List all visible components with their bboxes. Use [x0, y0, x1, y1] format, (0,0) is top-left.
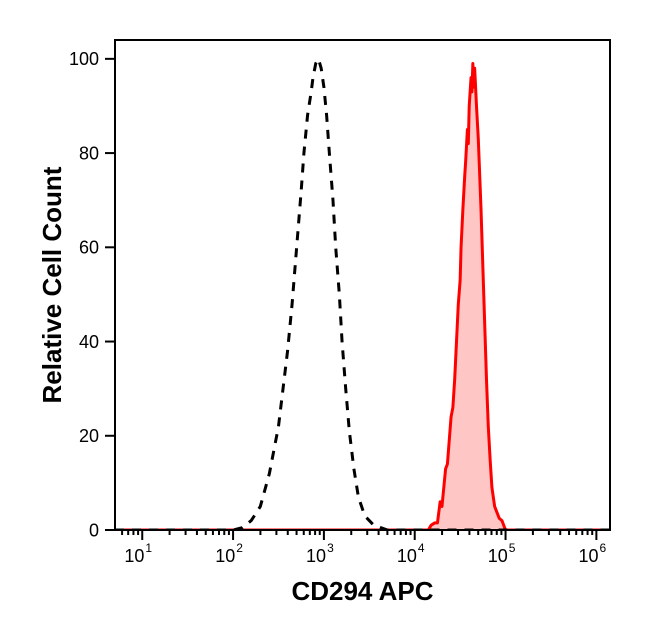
y-tick-label: 40: [79, 332, 99, 352]
y-tick-label: 0: [89, 520, 99, 540]
y-tick-label: 100: [69, 49, 99, 69]
y-tick-label: 20: [79, 426, 99, 446]
y-axis-label: Relative Cell Count: [37, 166, 67, 403]
y-tick-label: 60: [79, 238, 99, 258]
flow-cytometry-histogram: 101102103104105106020406080100CD294 APCR…: [0, 0, 646, 641]
x-axis-label: CD294 APC: [291, 576, 433, 606]
chart-container: 101102103104105106020406080100CD294 APCR…: [0, 0, 646, 641]
y-tick-label: 80: [79, 143, 99, 163]
